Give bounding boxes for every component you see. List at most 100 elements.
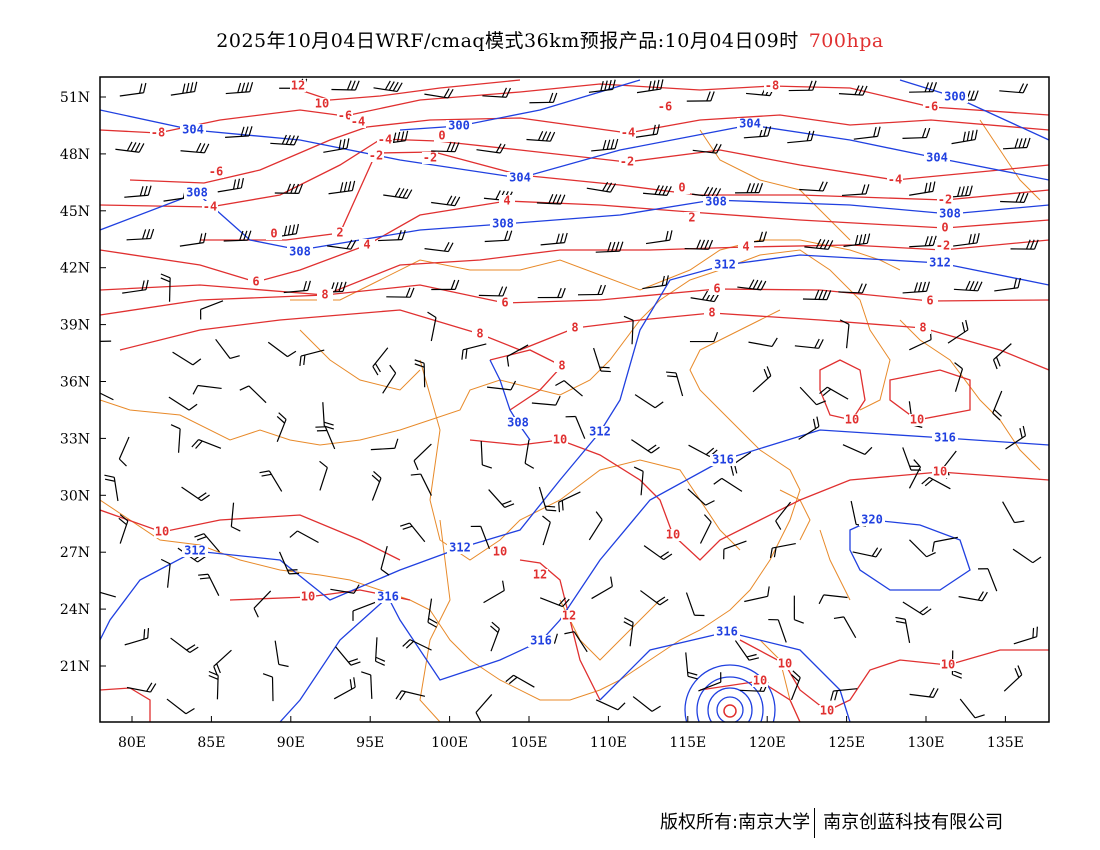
temperature-label: -2 bbox=[938, 193, 952, 207]
map-frame bbox=[99, 76, 1050, 723]
wind-barb bbox=[361, 671, 373, 699]
wind-barb bbox=[331, 80, 360, 91]
wind-barb bbox=[1003, 665, 1023, 692]
temperature-label: -2 bbox=[936, 239, 950, 253]
wind-barb bbox=[370, 438, 399, 451]
temperature-label: 10 bbox=[553, 433, 567, 447]
lon-label: 125E bbox=[828, 735, 865, 751]
wind-barb bbox=[482, 87, 511, 98]
wind-barb bbox=[322, 402, 335, 430]
wind-barb bbox=[327, 239, 357, 250]
wind-barb bbox=[225, 82, 254, 95]
wind-barb bbox=[685, 652, 698, 680]
temperature-label: 10 bbox=[933, 465, 947, 479]
temperature-label: 8 bbox=[476, 327, 483, 341]
wind-barb bbox=[723, 540, 747, 560]
wind-barb bbox=[642, 185, 672, 196]
wind-barb bbox=[838, 283, 867, 294]
wind-barb bbox=[400, 522, 426, 543]
height-label: 312 bbox=[929, 256, 951, 270]
wind-barb bbox=[830, 688, 858, 701]
wind-barb bbox=[1002, 137, 1031, 150]
wind-barb bbox=[977, 568, 998, 592]
wind-barb bbox=[413, 443, 432, 471]
wind-barb bbox=[1005, 425, 1027, 450]
wind-barb bbox=[698, 672, 722, 692]
wind-barb bbox=[431, 141, 460, 153]
height-label: 316 bbox=[712, 453, 734, 467]
wind-barb bbox=[536, 193, 566, 205]
lat-label: 39N bbox=[60, 318, 90, 334]
wind-barb bbox=[539, 597, 570, 608]
wind-barb bbox=[737, 279, 767, 291]
title-text: 2025年10月04日WRF/cmaq模式36km预报产品:10月04日09时 bbox=[216, 30, 799, 52]
temperature-label: 0 bbox=[438, 129, 445, 143]
wind-barb bbox=[115, 141, 145, 153]
height-label: 308 bbox=[492, 217, 514, 231]
wind-barb bbox=[542, 515, 551, 546]
wind-barb bbox=[380, 545, 390, 576]
wind-barb bbox=[734, 640, 760, 661]
wind-barb bbox=[475, 694, 493, 722]
wind-barb bbox=[818, 594, 848, 605]
wind-barb bbox=[180, 142, 210, 154]
lon-label: 135E bbox=[987, 735, 1024, 751]
wind-barb bbox=[410, 473, 432, 496]
wind-barb bbox=[684, 239, 714, 250]
temperature-label: 10 bbox=[845, 413, 859, 427]
temperature-label: 10 bbox=[493, 545, 507, 559]
lat-label: 21N bbox=[60, 659, 90, 675]
temperature-label: -6 bbox=[924, 100, 938, 114]
wind-barb bbox=[685, 592, 705, 617]
wind-barb bbox=[239, 385, 267, 404]
wind-barb bbox=[461, 343, 487, 360]
wind-barb bbox=[333, 677, 356, 700]
lon-label: 95E bbox=[356, 735, 384, 751]
wind-barb bbox=[686, 91, 715, 102]
wind-barb bbox=[259, 470, 283, 492]
wind-barb bbox=[713, 477, 743, 492]
wind-barb bbox=[100, 340, 112, 342]
temperature-label: -6 bbox=[658, 100, 672, 114]
wind-barb bbox=[931, 536, 958, 552]
wind-barb bbox=[274, 183, 304, 194]
wind-barb bbox=[118, 514, 129, 544]
temperature-label: 10 bbox=[941, 658, 955, 672]
wind-barb bbox=[748, 337, 778, 348]
height-label: 308 bbox=[939, 207, 961, 221]
wind-barb bbox=[839, 319, 850, 349]
lon-label: 130E bbox=[908, 735, 945, 751]
wind-barb bbox=[631, 439, 660, 454]
wind-barb bbox=[692, 143, 722, 154]
lon-label: 110E bbox=[590, 735, 627, 751]
wind-barb bbox=[769, 542, 796, 559]
wind-barb bbox=[843, 233, 871, 247]
temperature-label: 10 bbox=[666, 528, 680, 542]
wind-barb bbox=[958, 591, 988, 602]
wind-barb bbox=[217, 178, 244, 193]
wind-barb bbox=[953, 280, 983, 292]
height-label: 304 bbox=[926, 151, 948, 165]
wind-barb bbox=[959, 698, 985, 719]
wind-barb bbox=[909, 235, 937, 248]
wind-barb bbox=[529, 92, 558, 104]
lat-label: 48N bbox=[60, 147, 90, 163]
wind-barb bbox=[124, 628, 150, 646]
wind-barb bbox=[588, 511, 603, 541]
wind-barb bbox=[636, 79, 664, 94]
wind-barb bbox=[994, 277, 1021, 292]
wind-barb bbox=[100, 392, 114, 401]
height-label: 320 bbox=[861, 513, 883, 527]
lon-label: 120E bbox=[749, 735, 786, 751]
height-label: 300 bbox=[448, 119, 470, 133]
temperature-label: 8 bbox=[708, 306, 715, 320]
temperature-label: 10 bbox=[301, 590, 315, 604]
wind-barb bbox=[372, 347, 389, 376]
wind-barb bbox=[902, 601, 932, 616]
temperature-label: 4 bbox=[742, 240, 749, 254]
temperature-label: 0 bbox=[270, 227, 277, 241]
temperature-label: 10 bbox=[155, 525, 169, 539]
temperature-label: 8 bbox=[571, 321, 578, 335]
wind-barb bbox=[953, 233, 980, 247]
wind-barb bbox=[483, 580, 505, 604]
